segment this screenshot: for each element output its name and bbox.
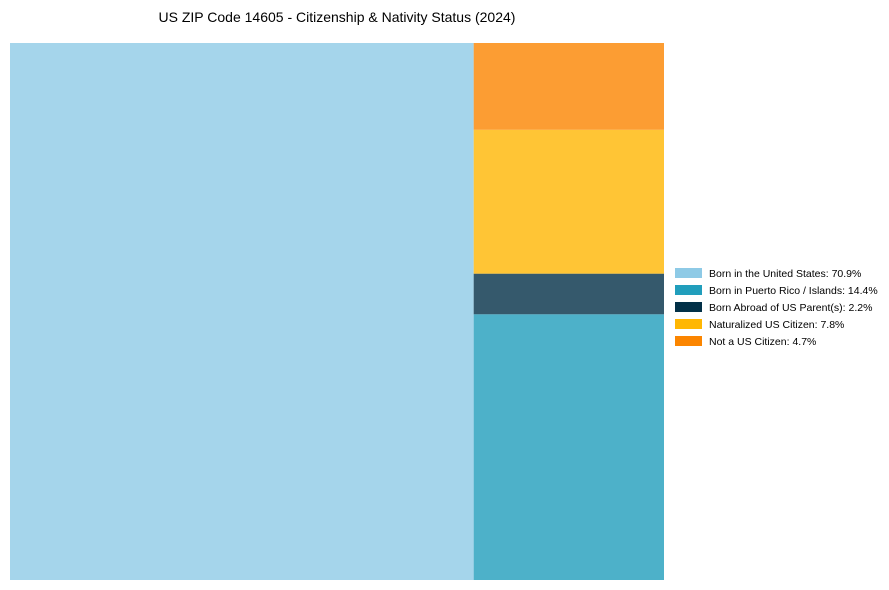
legend-swatch [675, 302, 702, 312]
legend-item-not-a-us-citizen: Not a US Citizen: 4.7% [675, 336, 816, 348]
legend-item-born-abroad-of-us-parent-s: Born Abroad of US Parent(s): 2.2% [675, 302, 872, 314]
legend-swatch [675, 285, 702, 295]
legend-label: Not a US Citizen: 4.7% [709, 336, 816, 348]
legend-item-born-in-puerto-rico-islands: Born in Puerto Rico / Islands: 14.4% [675, 285, 878, 297]
tile-not-a-us-citizen [473, 43, 664, 130]
legend-swatch [675, 319, 702, 329]
legend-label: Naturalized US Citizen: 7.8% [709, 319, 844, 331]
tile-born-abroad-of-us-parent-s [473, 273, 664, 315]
tile-naturalized-us-citizen [473, 129, 664, 274]
tile-born-in-the-united-states [10, 43, 474, 580]
legend-item-naturalized-us-citizen: Naturalized US Citizen: 7.8% [675, 319, 844, 331]
chart-title: US ZIP Code 14605 - Citizenship & Nativi… [159, 9, 516, 25]
legend-swatch [675, 268, 702, 278]
legend-label: Born in Puerto Rico / Islands: 14.4% [709, 285, 878, 297]
legend-label: Born Abroad of US Parent(s): 2.2% [709, 302, 872, 314]
treemap-tiles [10, 43, 664, 580]
legend-swatch [675, 336, 702, 346]
legend-label: Born in the United States: 70.9% [709, 268, 861, 280]
legend: Born in the United States: 70.9% Born in … [675, 268, 878, 348]
legend-item-born-in-the-united-states: Born in the United States: 70.9% [675, 268, 861, 280]
tile-born-in-puerto-rico-islands [473, 314, 664, 580]
